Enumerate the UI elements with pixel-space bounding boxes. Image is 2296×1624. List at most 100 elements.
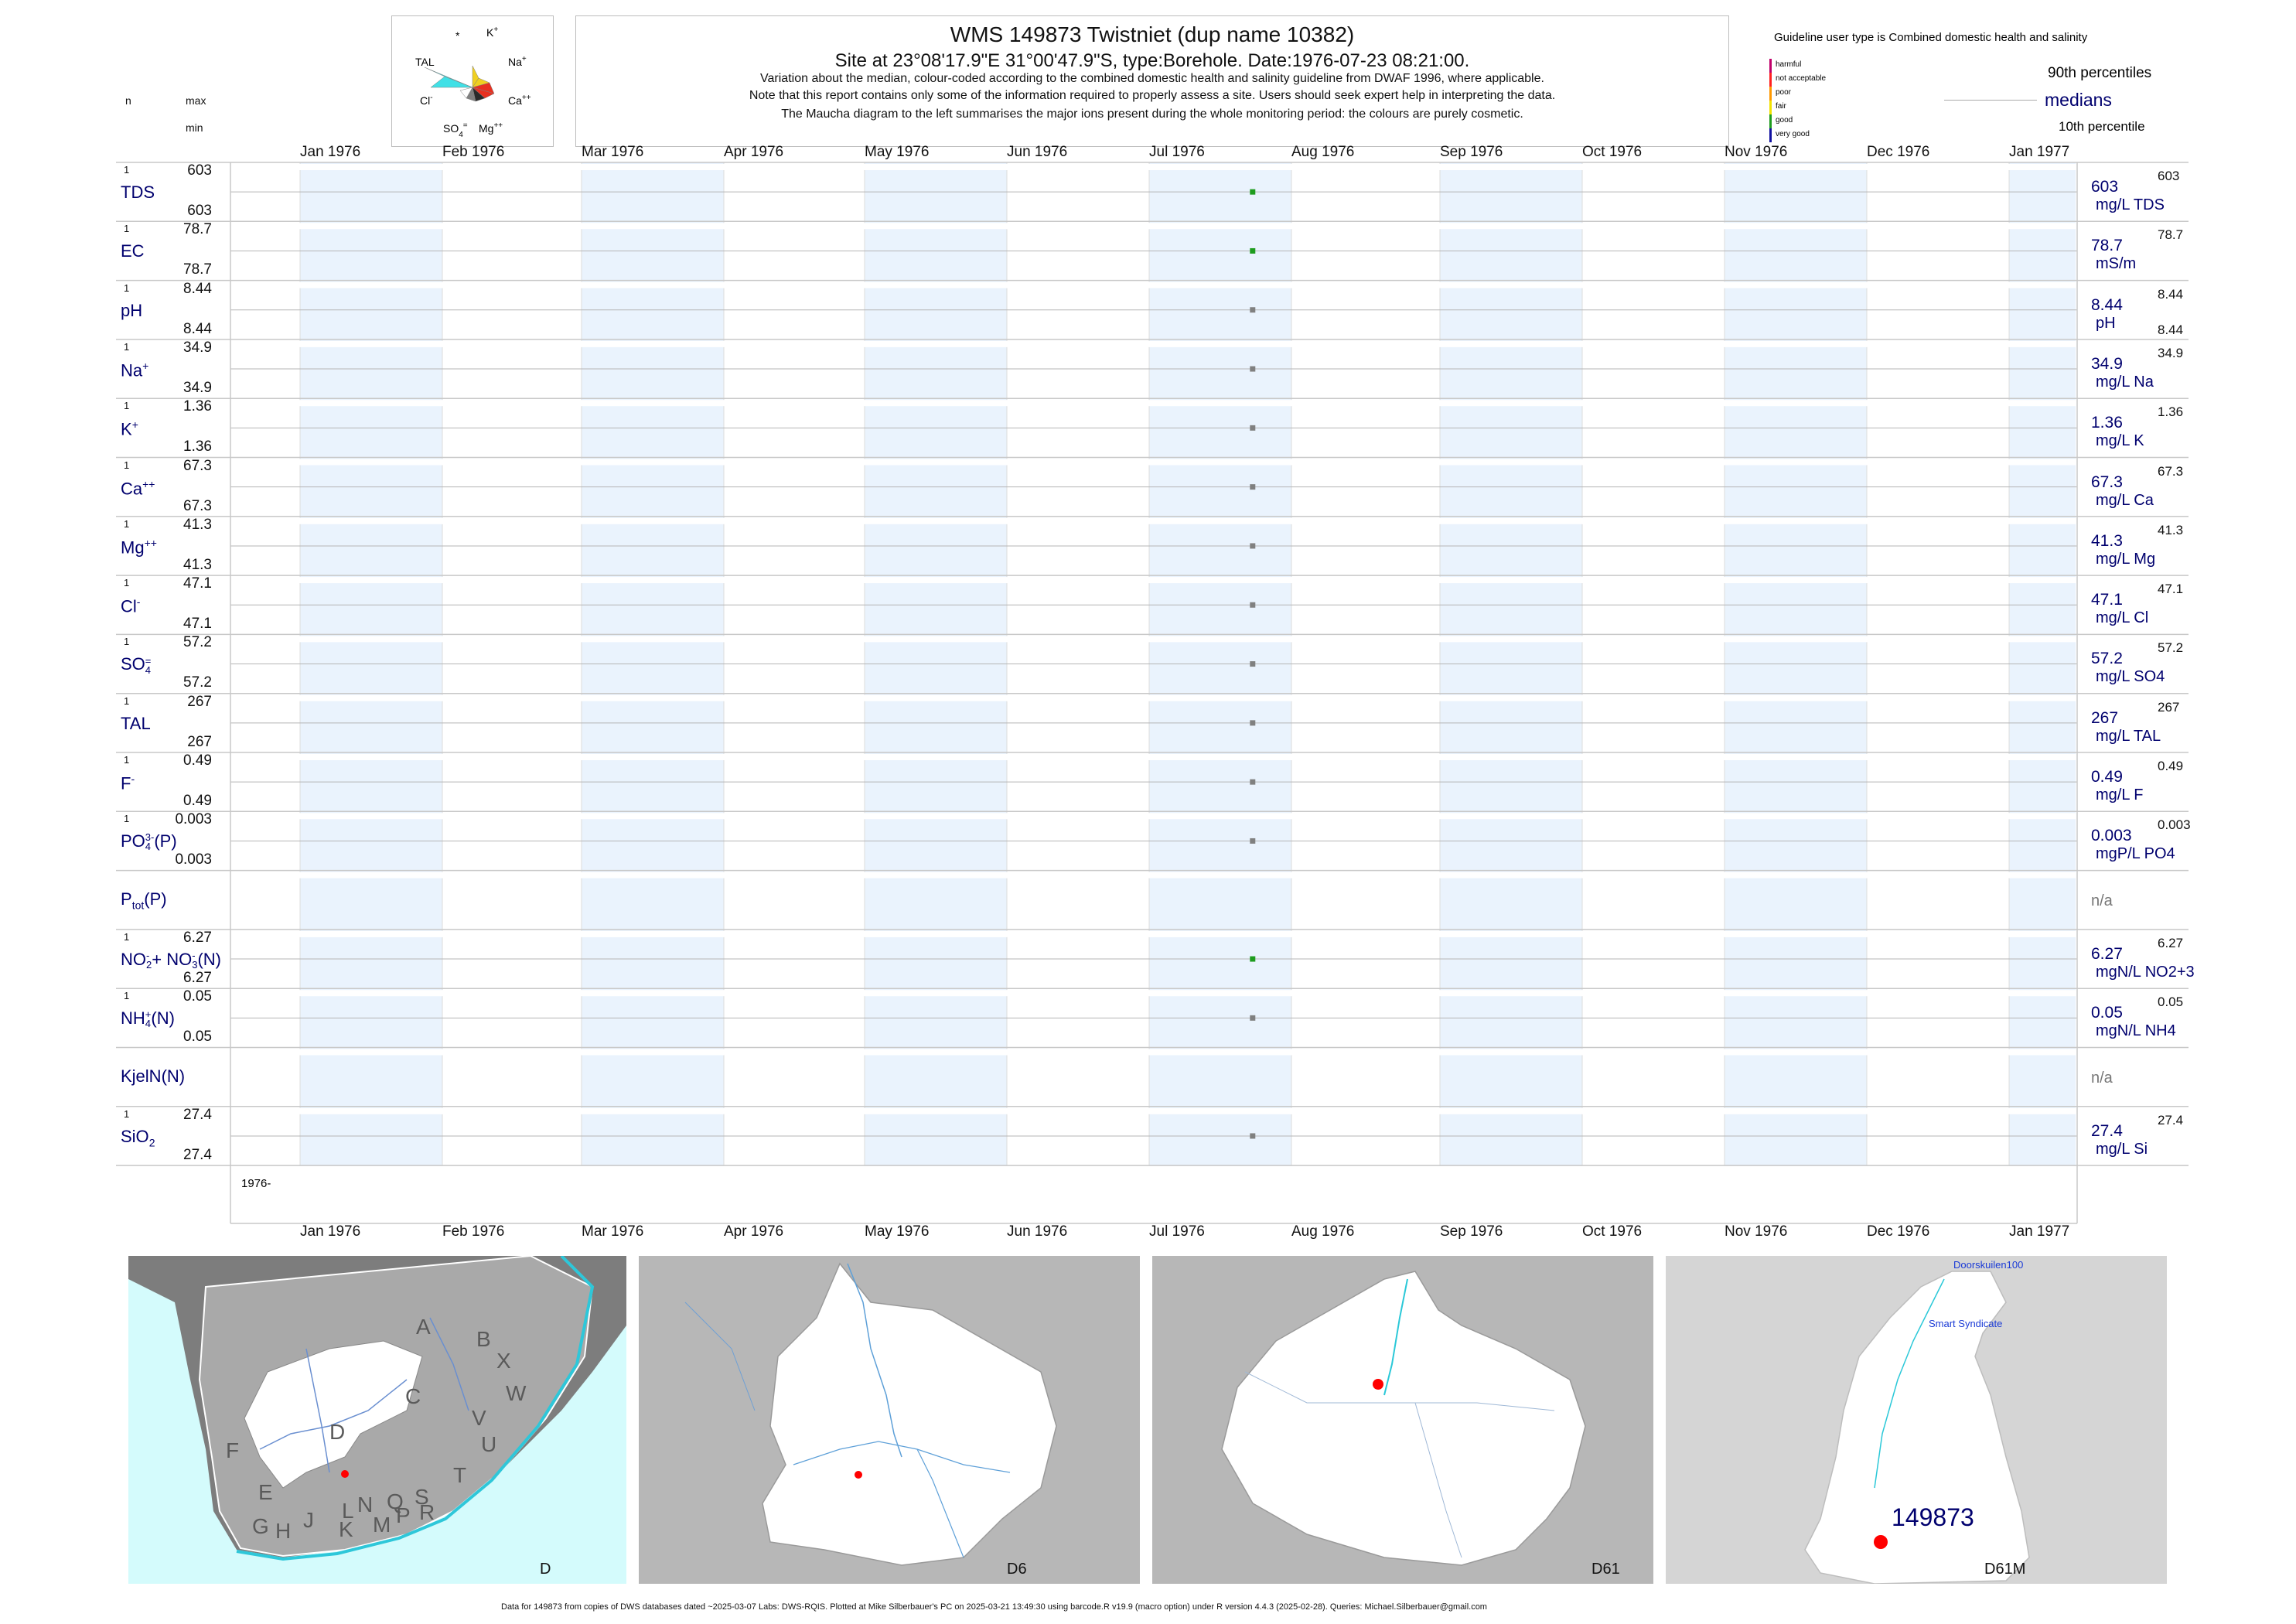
param-name: Na: [121, 360, 143, 380]
map-d-region-letter: W: [506, 1381, 527, 1405]
map-d61m-river: [1874, 1278, 1945, 1489]
data-point-8: [1250, 661, 1256, 667]
map-d61m-catchment: [1804, 1271, 2030, 1584]
legend-color-bar: [1769, 87, 1772, 101]
maucha-so4-sub: 4: [459, 131, 463, 139]
maucha-ca: Ca: [508, 94, 522, 107]
bottom-month-label: Dec 1976: [1867, 1223, 1930, 1240]
sample-count: 1: [124, 400, 130, 412]
legend-level-label: very good: [1776, 130, 1810, 138]
unit-label: mgN/L NO2+3: [2096, 963, 2195, 981]
param-name: KjelN(N): [121, 1066, 186, 1086]
median-value: 267: [2091, 708, 2119, 727]
sample-count: 1: [124, 990, 130, 1002]
min-value: 41.3: [183, 556, 212, 573]
map-d6-svg: [639, 1256, 1140, 1584]
median-value: 57.2: [2091, 650, 2123, 668]
data-point-0: [1250, 189, 1256, 195]
map-d-river-2: [305, 1348, 330, 1473]
maucha-tal-wedge2: [430, 76, 473, 88]
legend-color-bar: [1769, 101, 1772, 114]
legend-color-bar: [1769, 73, 1772, 87]
bottom-month-label: Nov 1976: [1725, 1223, 1788, 1240]
param-label: KjelN(N): [121, 1066, 185, 1087]
map-d-region-letter: T: [453, 1463, 467, 1487]
param-name: Mg: [121, 537, 145, 558]
param-label: EC: [121, 241, 145, 261]
map-d61m-site-label: 149873: [1892, 1503, 1974, 1531]
row-gap-12: [230, 872, 2077, 879]
max-value: 8.44: [183, 280, 212, 297]
max-value: 0.003: [175, 811, 212, 828]
param-tail: (N): [151, 1008, 175, 1029]
maucha-ca-sup: ++: [522, 94, 531, 102]
map-d6: D6: [639, 1256, 1140, 1584]
p90-value: 41.3: [2158, 522, 2184, 537]
maucha-na: Na: [508, 56, 522, 68]
p90-value: 27.4: [2158, 1112, 2184, 1128]
param-name: TDS: [121, 183, 155, 202]
legend-level-label: good: [1776, 116, 1793, 125]
map-d6-site-dot: [855, 1471, 862, 1479]
bottom-month-label: Jun 1976: [1007, 1223, 1068, 1240]
maucha-so4: SO: [443, 122, 459, 135]
maucha-k-sup: +: [493, 26, 498, 34]
map-d-label: D: [540, 1561, 551, 1578]
map-d-region-letter: P: [396, 1503, 411, 1527]
map-d-region-letter: F: [226, 1438, 240, 1462]
data-point-10: [1250, 779, 1256, 785]
param-name: F: [121, 773, 131, 793]
map-d-region-letter: D: [329, 1420, 346, 1444]
guideline-title: Guideline user type is Combined domestic…: [1774, 31, 2088, 44]
legend-level-label: poor: [1776, 88, 1792, 97]
param-sub: 4: [145, 1018, 152, 1030]
map-d-site-dot: [341, 1470, 349, 1478]
param-sub: 2: [146, 959, 152, 971]
map-d-region-letter: V: [472, 1406, 486, 1430]
median-value: 67.3: [2091, 473, 2123, 491]
data-point-5: [1250, 484, 1256, 490]
param-sup: +: [142, 359, 149, 372]
bottom-month-label: Feb 1976: [442, 1223, 505, 1240]
svg-text:Ca++: Ca++: [508, 94, 531, 107]
bottom-month-label: Sep 1976: [1440, 1223, 1503, 1240]
note-median: Variation about the median, colour-coded…: [760, 72, 1544, 85]
max-value: 67.3: [183, 457, 212, 474]
min-value: 34.9: [183, 379, 212, 396]
map-d-region-letter: X: [496, 1349, 511, 1373]
bottom-month-label: Mar 1976: [582, 1223, 644, 1240]
param-tail-subsup: -3: [192, 950, 197, 970]
unit-label: mg/L TAL: [2096, 727, 2161, 745]
param-tail2: (N): [197, 949, 221, 969]
median-value: 34.9: [2091, 354, 2123, 373]
param-subsup: +4: [145, 1009, 152, 1030]
row-gap-7: [230, 577, 2077, 584]
param-sup: 3-: [145, 831, 155, 844]
bottom-month-label: Jul 1976: [1149, 1223, 1205, 1240]
maucha-so4-sup: =: [463, 121, 468, 130]
unit-label: mgN/L NH4: [2096, 1022, 2176, 1040]
data-point-16: [1250, 1133, 1256, 1139]
sample-count: 1: [124, 636, 130, 648]
median-value: 0.003: [2091, 827, 2132, 845]
param-name: K: [121, 419, 132, 439]
map-d-region-letter: L: [342, 1499, 354, 1523]
param-label: Mg++: [121, 537, 157, 558]
median-value: 1.36: [2091, 414, 2123, 432]
data-point-7: [1250, 602, 1256, 608]
data-point-3: [1250, 366, 1256, 372]
top-month-label: May 1976: [865, 144, 930, 160]
map-d61-river-2: [1244, 1371, 1555, 1411]
p90-value: 47.1: [2158, 582, 2184, 597]
data-point-11: [1250, 838, 1256, 844]
unit-label: mg/L K: [2096, 432, 2144, 450]
guideline-legend: harmful not acceptable poor fair good very go…: [1765, 59, 1858, 142]
max-value: 41.3: [183, 516, 212, 533]
param-sup: -: [136, 595, 141, 609]
data-point-4: [1250, 425, 1256, 431]
map-d-basin: [244, 1340, 423, 1489]
map-d61-svg: [1152, 1256, 1653, 1584]
map-d-region-letter: N: [357, 1493, 374, 1517]
row-gap-3: [230, 340, 2077, 347]
